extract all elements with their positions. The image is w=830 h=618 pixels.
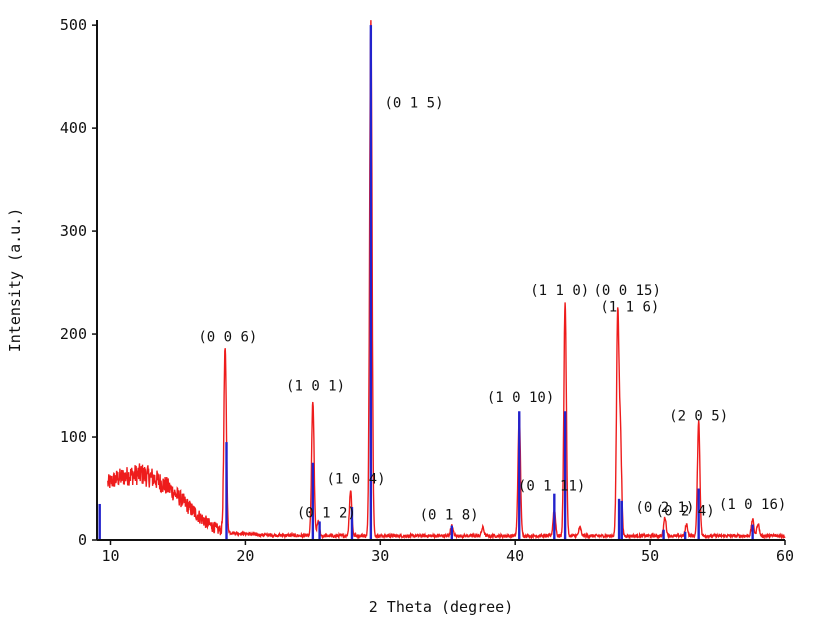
y-axis-title: Intensity (a.u.) <box>6 208 24 353</box>
plot-area <box>98 20 786 541</box>
peak-label: (1 0 1) <box>286 379 345 395</box>
peak-label: (0 1 11) <box>518 479 585 495</box>
peak-label: (0 0 15) <box>593 283 660 299</box>
x-tick-label: 60 <box>776 547 794 565</box>
y-tick-label: 500 <box>60 16 87 34</box>
x-tick-label: 20 <box>236 547 254 565</box>
peak-label: (1 0 4) <box>327 471 386 487</box>
y-tick-label: 400 <box>60 119 87 137</box>
x-tick-label: 10 <box>101 547 119 565</box>
y-tick-label: 300 <box>60 222 87 240</box>
x-axis-title: 2 Theta (degree) <box>369 598 514 616</box>
x-tick-label: 30 <box>371 547 389 565</box>
y-tick-label: 100 <box>60 428 87 446</box>
peak-label: (0 2 1) <box>635 500 694 516</box>
peak-label: (2 0 5) <box>669 409 728 425</box>
peak-label: (1 1 6) <box>600 299 659 315</box>
peak-label: (0 1 5) <box>385 96 444 112</box>
peak-label: (0 0 6) <box>198 329 257 345</box>
peak-annotations: (0 0 6) (1 0 1) (0 1 2) (1 0 4) (0 1 5) (0 1 … <box>198 96 786 524</box>
peak-label: (0 1 8) <box>420 507 479 523</box>
peak-label: (0 2 4) <box>656 503 715 519</box>
axis-ticks: 10 20 30 40 50 60 0 100 200 300 400 500 <box>60 16 794 565</box>
peak-label: (1 0 16) <box>719 497 786 513</box>
peak-label: (0 1 2) <box>297 505 356 521</box>
measured-pattern-line <box>107 20 786 541</box>
peak-label: (1 1 0) <box>530 283 589 299</box>
axes <box>96 20 785 541</box>
y-tick-label: 0 <box>78 531 87 549</box>
x-tick-label: 40 <box>506 547 524 565</box>
y-tick-label: 200 <box>60 325 87 343</box>
x-tick-label: 50 <box>641 547 659 565</box>
peak-label: (1 0 10) <box>487 390 554 406</box>
